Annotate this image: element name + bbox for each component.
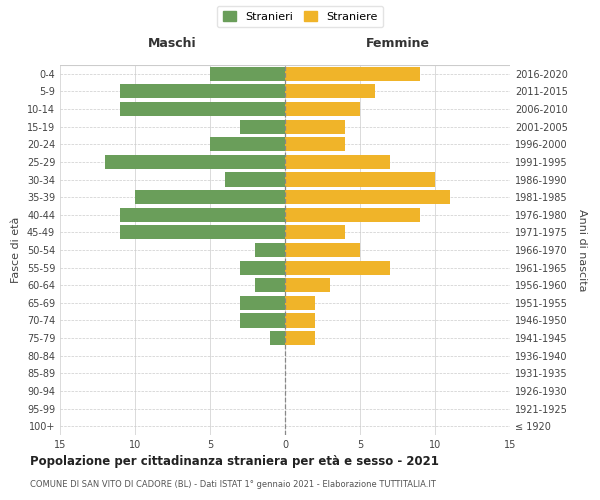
- Legend: Stranieri, Straniere: Stranieri, Straniere: [217, 6, 383, 28]
- Bar: [240, 314, 285, 328]
- Bar: [255, 243, 285, 257]
- Bar: [285, 208, 420, 222]
- Bar: [270, 331, 285, 345]
- Text: Popolazione per cittadinanza straniera per età e sesso - 2021: Popolazione per cittadinanza straniera p…: [30, 455, 439, 468]
- Bar: [285, 190, 450, 204]
- Bar: [240, 260, 285, 274]
- Bar: [210, 67, 285, 81]
- Bar: [285, 84, 375, 98]
- Bar: [225, 172, 285, 186]
- Bar: [285, 260, 390, 274]
- Bar: [285, 278, 330, 292]
- Bar: [285, 155, 390, 169]
- Bar: [285, 137, 345, 152]
- Y-axis label: Fasce di età: Fasce di età: [11, 217, 21, 283]
- Bar: [285, 331, 315, 345]
- Bar: [285, 296, 315, 310]
- Bar: [240, 120, 285, 134]
- Bar: [285, 172, 435, 186]
- Bar: [120, 208, 285, 222]
- Bar: [285, 67, 420, 81]
- Bar: [240, 296, 285, 310]
- Text: COMUNE DI SAN VITO DI CADORE (BL) - Dati ISTAT 1° gennaio 2021 - Elaborazione TU: COMUNE DI SAN VITO DI CADORE (BL) - Dati…: [30, 480, 436, 489]
- Bar: [210, 137, 285, 152]
- Bar: [120, 102, 285, 116]
- Bar: [285, 243, 360, 257]
- Bar: [105, 155, 285, 169]
- Y-axis label: Anni di nascita: Anni di nascita: [577, 209, 587, 291]
- Bar: [285, 314, 315, 328]
- Text: Femmine: Femmine: [365, 37, 430, 50]
- Bar: [255, 278, 285, 292]
- Bar: [120, 226, 285, 239]
- Bar: [285, 102, 360, 116]
- Bar: [135, 190, 285, 204]
- Bar: [120, 84, 285, 98]
- Text: Maschi: Maschi: [148, 37, 197, 50]
- Bar: [285, 120, 345, 134]
- Bar: [285, 226, 345, 239]
